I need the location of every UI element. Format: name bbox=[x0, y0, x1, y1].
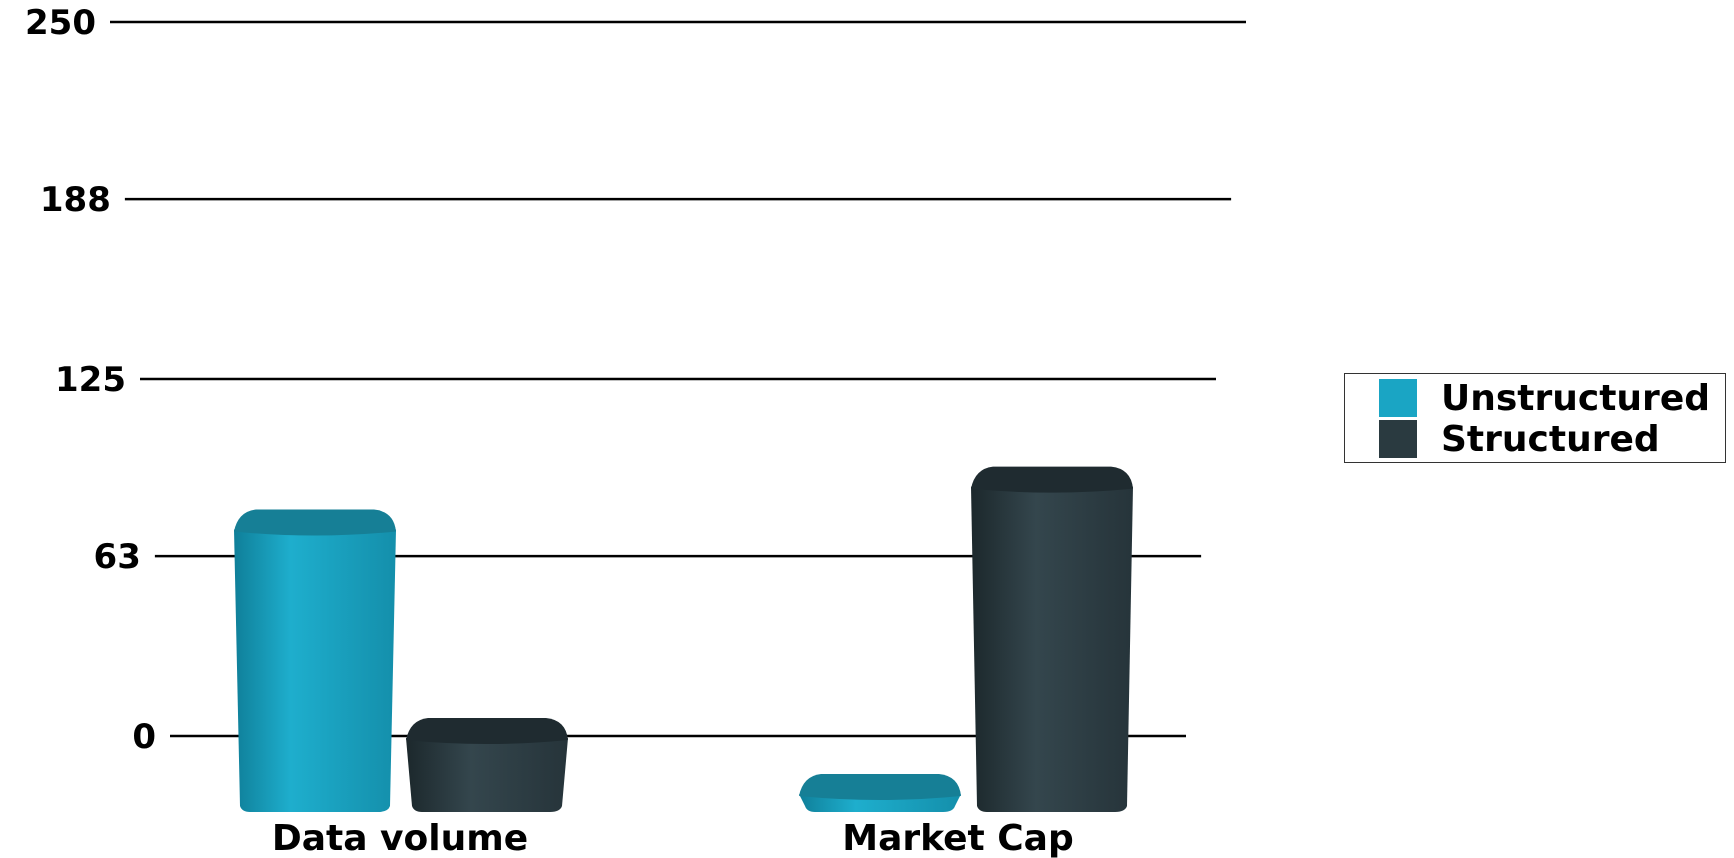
legend-label-unstructured: Unstructured bbox=[1441, 377, 1710, 419]
bar-unstructured-1 bbox=[799, 774, 961, 812]
bar-structured-1 bbox=[971, 466, 1133, 812]
bar-body bbox=[234, 529, 396, 812]
bar-top bbox=[799, 774, 961, 800]
y-tick-label: 0 bbox=[132, 717, 156, 757]
category-label: Market Cap bbox=[842, 818, 1074, 858]
bar-body bbox=[406, 738, 568, 812]
bars bbox=[234, 466, 1133, 812]
bar-structured-0 bbox=[406, 718, 568, 812]
y-tick-label: 188 bbox=[40, 180, 111, 220]
bar-top bbox=[971, 466, 1133, 493]
legend: Unstructured Structured bbox=[1344, 373, 1726, 463]
y-tick-label: 63 bbox=[94, 537, 141, 577]
bar-top bbox=[406, 718, 568, 745]
legend-swatch-unstructured bbox=[1379, 379, 1417, 417]
category-label: Data volume bbox=[272, 818, 528, 858]
legend-swatch-structured bbox=[1379, 420, 1417, 458]
legend-item-unstructured: Unstructured bbox=[1379, 377, 1710, 419]
y-tick-label: 250 bbox=[25, 3, 96, 43]
y-tick-label: 125 bbox=[55, 360, 126, 400]
bar-unstructured-0 bbox=[234, 509, 396, 812]
y-axis-ticks: 0 63 125 188 250 bbox=[25, 3, 156, 757]
bar-top bbox=[234, 509, 396, 536]
legend-item-structured: Structured bbox=[1379, 418, 1660, 460]
legend-label-structured: Structured bbox=[1441, 418, 1660, 460]
x-axis-categories: Data volume Market Cap bbox=[272, 818, 1074, 858]
bar-body bbox=[971, 486, 1133, 812]
